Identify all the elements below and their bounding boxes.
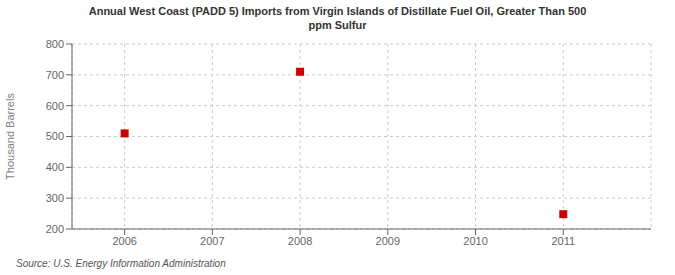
svg-text:2007: 2007: [200, 235, 224, 247]
svg-text:2009: 2009: [376, 235, 400, 247]
svg-text:2008: 2008: [288, 235, 312, 247]
html-text:Source: U.S. Energy Informatio: Source: U.S. Energy Information Administ…: [16, 258, 226, 269]
svg-text:800: 800: [46, 38, 64, 50]
svg-text:700: 700: [46, 69, 64, 81]
svg-text:600: 600: [46, 100, 64, 112]
svg-text:2006: 2006: [112, 235, 136, 247]
svg-text:500: 500: [46, 130, 64, 142]
svg-text:Thousand Barrels: Thousand Barrels: [4, 93, 16, 180]
svg-text:200: 200: [46, 223, 64, 235]
html-text:ppm Sulfur: ppm Sulfur: [308, 19, 367, 31]
svg-text:2010: 2010: [463, 235, 487, 247]
svg-text:300: 300: [46, 192, 64, 204]
html-text:Annual West Coast (PADD 5) Imp: Annual West Coast (PADD 5) Imports from …: [88, 5, 587, 17]
svg-text:2011: 2011: [551, 235, 575, 247]
svg-text:400: 400: [46, 161, 64, 173]
